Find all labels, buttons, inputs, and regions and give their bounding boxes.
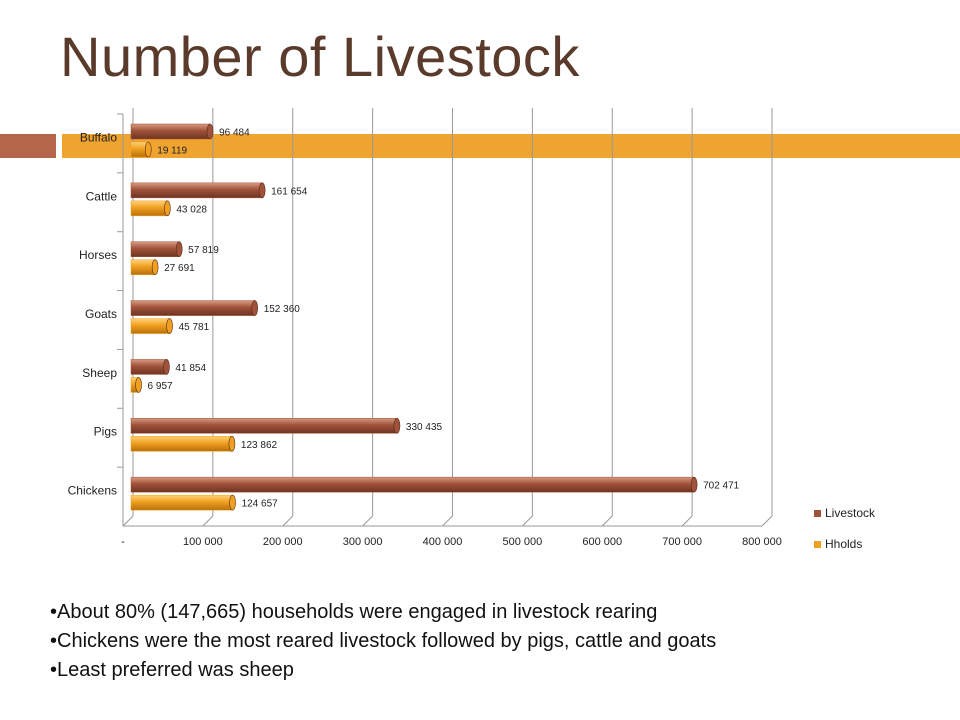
data-label: 41 854 — [175, 363, 206, 374]
bar-cap — [151, 259, 159, 276]
legend-swatch — [814, 541, 821, 548]
bar-livestock-cattle — [130, 182, 263, 199]
gridline-floor — [681, 515, 693, 527]
category-label: Buffalo — [80, 130, 117, 144]
data-label: 161 654 — [271, 186, 308, 197]
category-label: Horses — [79, 248, 117, 262]
gridline-floor — [522, 515, 533, 527]
data-label: 57 819 — [188, 245, 219, 256]
bar-hholds-chickens — [130, 494, 233, 511]
gridline-floor — [282, 515, 294, 527]
data-label: 19 119 — [157, 146, 187, 157]
chart-legend: Livestock Hholds — [814, 506, 876, 551]
bar-cap — [690, 476, 698, 493]
gridline-floor — [761, 515, 773, 527]
livestock-bar-chart: Buffalo Cattle Horses Goats Sheep Pigs Chicken… — [68, 108, 876, 551]
x-tick-label: 500 000 — [502, 536, 542, 548]
data-label: 6 957 — [148, 381, 173, 392]
category-label: Sheep — [82, 366, 117, 380]
x-tick-label: 400 000 — [423, 536, 463, 548]
data-label: 43 028 — [176, 204, 207, 215]
legend-label: Livestock — [825, 506, 876, 520]
bar-cap — [251, 300, 258, 316]
data-label: 45 781 — [179, 322, 210, 333]
x-tick-label: 800 000 — [742, 536, 782, 548]
bar-hholds-cattle — [130, 200, 168, 217]
bar-hholds-pigs — [130, 436, 233, 452]
category-label: Chickens — [68, 484, 117, 498]
bar-cap — [206, 123, 214, 140]
bar-livestock-pigs — [130, 418, 398, 434]
category-labels: Buffalo Cattle Horses Goats Sheep Pigs Chicken… — [68, 130, 118, 497]
bar-cap — [229, 494, 236, 511]
legend-label: Hholds — [825, 537, 862, 551]
data-label: 27 691 — [164, 263, 195, 274]
note-item: Chickens were the most reared livestock … — [50, 627, 716, 656]
gridline-floor — [362, 515, 373, 527]
category-label: Goats — [85, 307, 117, 321]
gridline-floor — [122, 515, 134, 527]
data-label: 702 471 — [703, 481, 740, 492]
bar-cap — [164, 200, 171, 217]
bar-cap — [135, 377, 142, 393]
legend-swatch — [814, 510, 821, 517]
chart-gridlines — [117, 108, 773, 527]
accent-bar-left — [0, 134, 56, 158]
note-item: Least preferred was sheep — [50, 656, 716, 685]
x-tick-label: 600 000 — [582, 536, 622, 548]
bar-livestock-sheep — [130, 359, 167, 375]
bar-cap — [258, 182, 266, 199]
gridline-floor — [442, 515, 453, 527]
slide-title: Number of Livestock — [60, 25, 580, 88]
bar-cap — [175, 241, 183, 258]
bar-livestock-goats — [130, 300, 255, 316]
bar-cap — [393, 417, 401, 434]
data-label: 152 360 — [264, 304, 301, 315]
note-item: About 80% (147,665) households were enga… — [50, 598, 716, 627]
category-label: Pigs — [94, 425, 117, 439]
category-label: Cattle — [86, 189, 118, 203]
data-label: 330 435 — [406, 422, 443, 433]
bullet-notes: About 80% (147,665) households were enga… — [50, 598, 716, 685]
x-tick-label: 300 000 — [343, 536, 383, 548]
data-label: 96 484 — [219, 128, 250, 139]
x-tick-label: 700 000 — [662, 536, 702, 548]
x-tick-label: 200 000 — [263, 536, 303, 548]
bar-livestock-chickens — [130, 476, 695, 493]
chart-bars: 96 484 19 119 161 654 43 028 57 819 27 691 152… — [130, 123, 740, 511]
bar-cap — [228, 435, 236, 452]
bar-cap — [144, 141, 152, 158]
bar-livestock-buffalo — [130, 123, 211, 140]
bar-livestock-horses — [130, 241, 180, 257]
data-label: 123 862 — [241, 440, 278, 451]
x-tick-label: 100 000 — [183, 536, 223, 548]
x-tick-labels: - 100 000 200 000 300 000 400 000 500 000 600 … — [121, 536, 782, 548]
bar-cap — [166, 318, 173, 334]
bar-hholds-goats — [130, 318, 170, 334]
gridline-floor — [202, 515, 214, 527]
x-tick-label: - — [121, 536, 125, 548]
data-label: 124 657 — [242, 499, 279, 510]
bar-hholds-horses — [130, 259, 156, 275]
bar-cap — [163, 359, 170, 375]
gridline-floor — [601, 515, 613, 527]
